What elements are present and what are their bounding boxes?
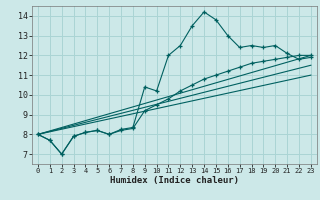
X-axis label: Humidex (Indice chaleur): Humidex (Indice chaleur) bbox=[110, 176, 239, 185]
